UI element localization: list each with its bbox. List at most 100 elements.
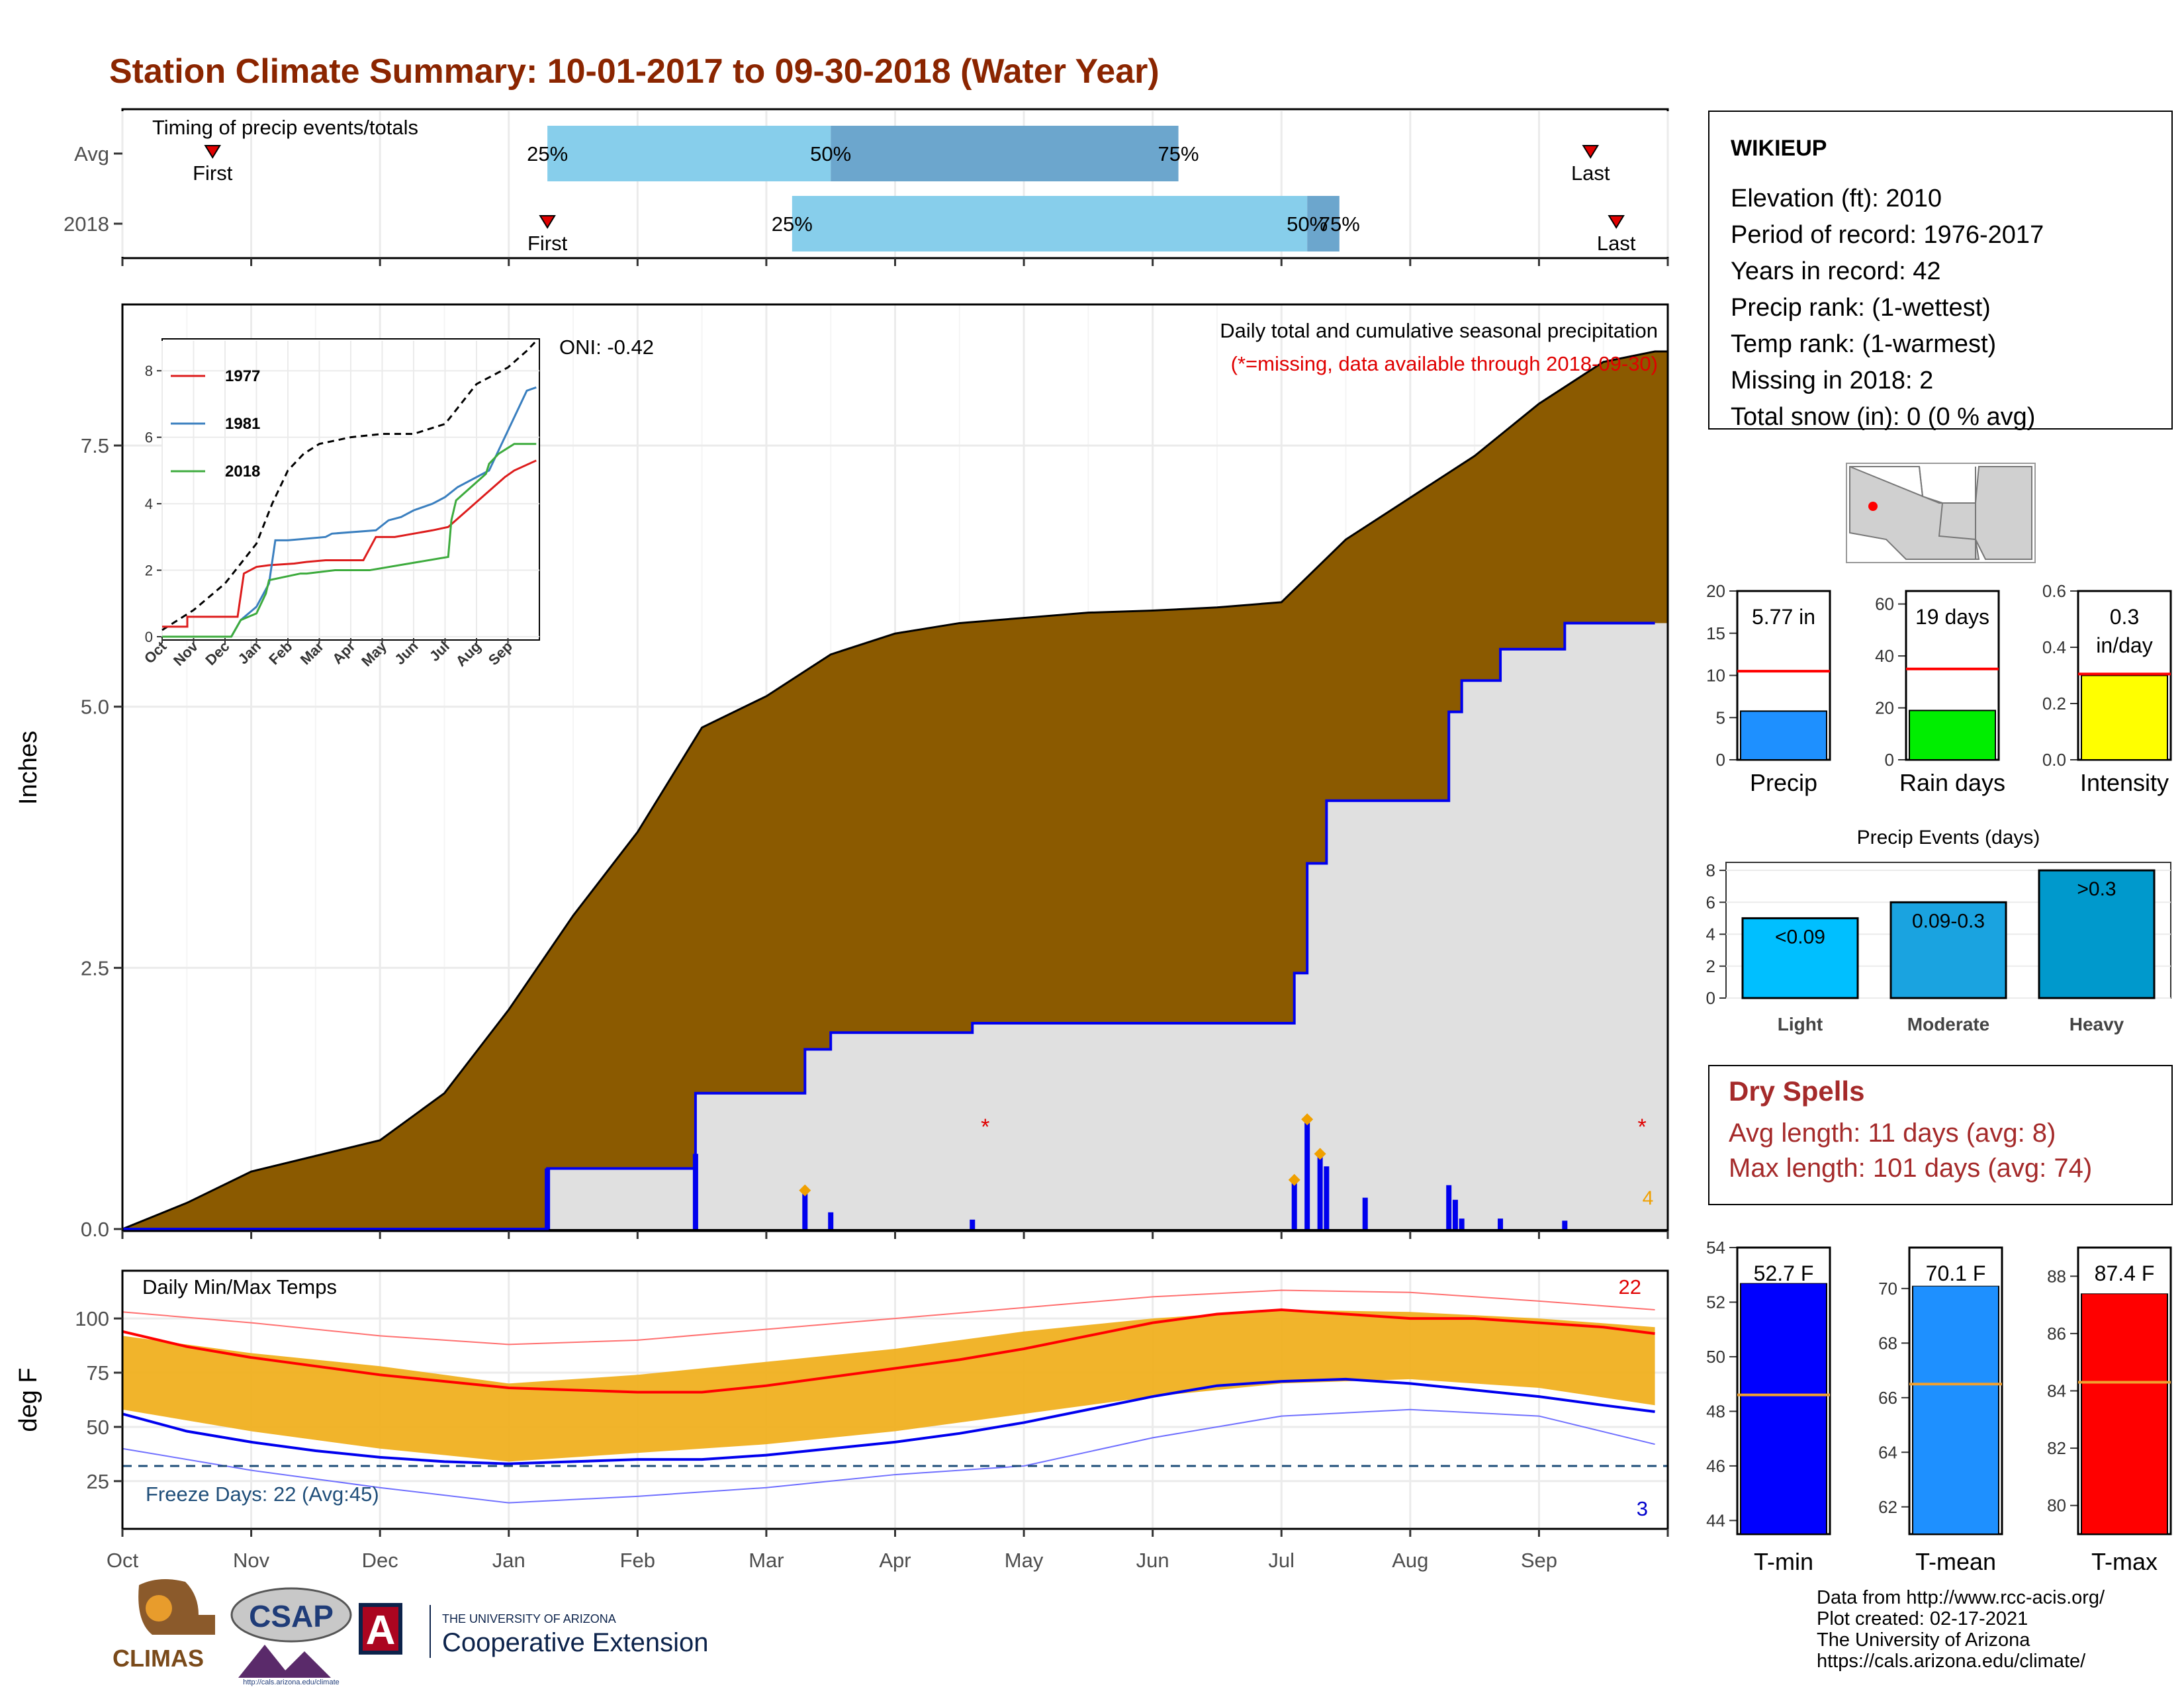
hot-days-count: 22 [1619,1275,1641,1299]
timing-bar-25-50 [547,126,831,181]
precip-month-ticks [121,1231,1669,1239]
month-label: Jul [1268,1549,1295,1572]
mini-y-tick-label: 0 [1885,750,1894,770]
temp-value-label: 70.1 F [1926,1261,1986,1285]
daily-precip-bar [1498,1218,1504,1229]
daily-precip-bars [545,1122,1568,1229]
daily-max-diamond [1288,1173,1300,1186]
daily-precip-bar [1459,1218,1465,1229]
station-info-line: Period of record: 1976-2017 [1731,221,2044,249]
temp-bar-y-tick-label: 82 [2047,1438,2066,1458]
mini-y-tick-label: 5 [1716,708,1725,727]
temp-value-bar [1912,1285,1999,1535]
mini-bar-charts: 0 5 10 15 20 5.77 in Precip 0 20 40 60 19 days Rain … [1706,581,2172,796]
events-bar-label: 0.09-0.3 [1912,910,1985,932]
events-bar-label: >0.3 [2077,878,2116,900]
missing-data-star: * [981,1115,989,1140]
station-info-line: Total snow (in): 0 (0 % avg) [1731,403,2035,431]
inset-series-line [162,386,537,638]
daily-precip-bar [970,1219,976,1229]
precip-panel: * * 0.02.55.07.5 Inches ONI: -0.42 Daily … [15,303,1669,1241]
station-info-line: Elevation (ft): 2010 [1731,185,1942,212]
timing-row-label: Avg [74,142,109,165]
inset-legend-label: 2018 [225,463,260,480]
precip-y-tick-label: 7.5 [81,434,109,457]
location-map [1846,463,2036,563]
timing-p75-label: 75% [1158,142,1199,165]
events-category-label: Light [1778,1014,1823,1034]
temp-bar-y-tick-label: 54 [1706,1238,1725,1257]
month-label: Nov [233,1549,270,1572]
temp-bar-y-tick-label: 68 [1878,1333,1897,1353]
temp-bar-y-tick-label: 70 [1878,1279,1897,1299]
mini-y-tick-label: 10 [1706,666,1725,686]
daily-temp-range-band [122,1309,1655,1462]
inset-y-tick-label: 6 [145,430,153,446]
temp-value-label: 52.7 F [1754,1261,1814,1285]
timing-first-label: First [527,232,568,255]
timing-last-label: Last [1571,161,1610,185]
footer-credit-line: The University of Arizona [1817,1629,2030,1651]
inset-legend-label: 1981 [225,415,260,433]
timing-first-marker [204,145,221,159]
events-bar [1889,901,2007,999]
month-label: Oct [107,1549,139,1572]
events-y-tick-label: 2 [1706,956,1715,976]
avg-max-line [122,1308,1655,1394]
temp-value-label-bg [2079,1249,2169,1294]
precip-subtitle: Daily total and cumulative seasonal prec… [1220,319,1658,342]
temps-content [122,1289,1668,1504]
precip-y-tick-label: 5.0 [81,696,109,719]
mini-y-tick-label: 20 [1875,698,1894,718]
mini-y-tick-label: 0.2 [2042,694,2066,713]
oni-label: ONI: -0.42 [559,336,654,359]
events-category-label: Heavy [2070,1014,2124,1034]
missing-count: 4 [1643,1187,1654,1209]
station-info-line: Years in record: 42 [1731,257,1941,285]
daily-precip-bar [1446,1185,1452,1229]
mini-y-tick-label: 0.6 [2042,581,2066,601]
daily-precip-bar [1362,1197,1368,1229]
month-label: Aug [1392,1549,1428,1572]
ua-logo: A THE UNIVERSITY OF ARIZONA Cooperative … [359,1603,708,1658]
climas-logo-text: CLIMAS [113,1645,204,1672]
avg-cumulative-area [122,350,1669,1230]
temperature-bar-charts: 44 46 48 50 52 54 52.7 F T-min 62 64 66 68 70 70.1 F T… [1706,1238,2172,1575]
timing-p50-label: 50% [810,142,851,165]
temps-month-axis: Oct Nov Dec Jan Feb Mar Apr May Jun Jul Aug Sep [107,1529,1669,1572]
precip-y-tick-label: 0.0 [81,1218,109,1241]
temps-y-axis: 25 50 75 100 [75,1307,122,1493]
climas-logo: CLIMAS [113,1579,215,1672]
timing-bar-50-75 [1307,196,1340,251]
temp-bar-y-tick-label: 50 [1706,1347,1725,1367]
csap-logo-text: CSAP [249,1599,334,1633]
precip-y-tick-label: 2.5 [81,956,109,980]
mini-y-tick-label: 20 [1706,581,1725,601]
events-title: Precip Events (days) [1857,827,2040,848]
mini-chart-label: Intensity [2080,769,2169,796]
station-lines: Elevation (ft): 2010 Period of record: 19… [1731,185,2044,431]
timing-row-label: 2018 [64,212,109,236]
mini-value-label: 5.77 in [1752,605,1815,629]
precip-ylabel: Inches [15,731,42,805]
temp-bar-y-tick-label: 64 [1878,1442,1897,1462]
temps-y-tick-label: 100 [75,1307,109,1330]
timing-last-marker [1608,215,1625,229]
timing-p25-label: 25% [527,142,568,165]
csap-cloud [230,1587,352,1643]
inset-series-line [162,459,537,628]
inset-legend-label: 1977 [225,367,260,385]
mini-y-tick-label: 40 [1875,646,1894,666]
temp-value-label-bg [1911,1249,2001,1286]
daily-precip-bar [1291,1181,1297,1229]
mini-chart-label: Precip [1750,769,1817,796]
inset-y-tick-label: 4 [145,496,153,512]
daily-precip-bar [1562,1220,1568,1229]
inset-y-tick-label: 0 [145,629,153,645]
timing-p50-label: 50% [1287,212,1328,236]
mini-value-bar [2081,674,2168,760]
daily-precip-bar [828,1212,834,1229]
